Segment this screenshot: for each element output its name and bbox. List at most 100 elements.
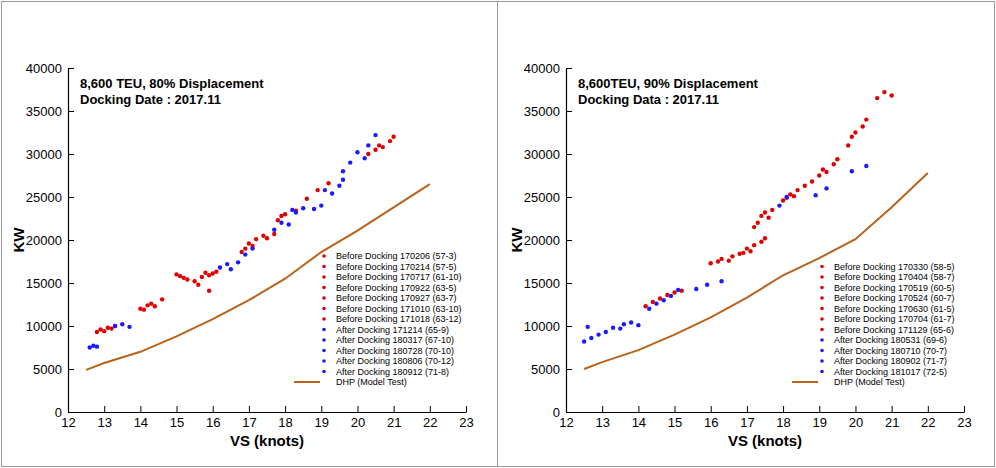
chart-svg: 1213141516171819202122230500010000150002… xyxy=(0,0,996,468)
tick-label: 17 xyxy=(242,415,256,430)
tick-label: 16 xyxy=(206,415,220,430)
legend-swatch xyxy=(820,317,824,321)
legend-label: After Docking 180806 (70-12) xyxy=(336,356,454,366)
legend-swatch xyxy=(820,265,824,269)
tick-mark xyxy=(566,412,572,413)
point xyxy=(748,249,752,253)
tick-label: 30000 xyxy=(26,147,62,162)
point xyxy=(803,184,807,188)
y-axis: 0500010000150002000025000300003500040000 xyxy=(26,61,74,420)
legend-label: Before Docking 170717 (61-10) xyxy=(336,272,462,282)
point xyxy=(864,164,868,168)
legend-item: Before Docking 170630 (61-5) xyxy=(820,304,954,314)
point xyxy=(835,157,839,161)
tick-mark xyxy=(68,326,74,327)
point xyxy=(301,206,305,210)
axis-line xyxy=(567,412,965,413)
point xyxy=(185,277,189,281)
tick-mark xyxy=(68,197,74,198)
tick-label: 25000 xyxy=(524,190,560,205)
axis-line xyxy=(69,412,467,413)
legend-item: Before Docking 170330 (58-5) xyxy=(820,262,954,272)
tick-mark xyxy=(747,406,748,412)
point xyxy=(319,203,323,207)
tick-mark xyxy=(68,154,74,155)
legend-label: After Docking 180902 (71-7) xyxy=(834,356,947,366)
tick-mark xyxy=(177,406,178,412)
tick: 30000 xyxy=(524,147,572,162)
point xyxy=(766,215,770,219)
point xyxy=(113,324,117,328)
point xyxy=(315,188,319,192)
tick-label: 22 xyxy=(423,415,437,430)
tick: 35000 xyxy=(26,104,74,119)
panel: 1213141516171819202122230500010000150002… xyxy=(10,61,474,449)
legend-item: After Docking 180912 (71-8) xyxy=(322,367,449,377)
legend-item: Before Docking 170519 (60-5) xyxy=(820,283,954,293)
legend-item: DHP (Model Test) xyxy=(294,377,407,387)
tick-label: 16 xyxy=(704,415,718,430)
tick-mark xyxy=(928,406,929,412)
tick-mark xyxy=(964,406,965,412)
tick: 40000 xyxy=(524,61,572,76)
point xyxy=(236,260,240,264)
point xyxy=(203,270,207,274)
tick: 16 xyxy=(704,406,718,430)
point xyxy=(882,90,886,94)
point xyxy=(889,93,893,97)
tick-mark xyxy=(466,406,467,412)
tick: 10000 xyxy=(26,319,74,334)
tick-label: 22 xyxy=(921,415,935,430)
point xyxy=(348,160,352,164)
tick-mark xyxy=(321,406,322,412)
legend-label: Before Docking 171010 (63-10) xyxy=(336,304,462,314)
point xyxy=(373,148,377,152)
tick-label: 19 xyxy=(315,415,329,430)
point xyxy=(283,212,287,216)
tick-label: 40000 xyxy=(26,61,62,76)
tick-mark xyxy=(855,406,856,412)
point xyxy=(341,178,345,182)
point xyxy=(95,330,99,334)
point xyxy=(817,173,821,177)
tick-label: 30000 xyxy=(524,147,560,162)
point xyxy=(272,227,276,231)
point xyxy=(850,135,854,139)
legend-swatch xyxy=(820,275,824,279)
legend-swatch xyxy=(820,370,824,374)
point xyxy=(330,191,334,195)
tick-label: 21 xyxy=(885,415,899,430)
title: 8,600 TEU, 80% Displacement xyxy=(80,76,264,91)
tick: 0 xyxy=(553,405,572,420)
legend-label: After Docking 180710 (70-7) xyxy=(834,346,947,356)
legend-swatch xyxy=(322,338,326,342)
legend-item: Before Docking 170524 (60-7) xyxy=(820,293,954,303)
point xyxy=(109,326,113,330)
tick-label: 13 xyxy=(97,415,111,430)
legend: Before Docking 170330 (58-5)Before Docki… xyxy=(792,262,955,388)
legend-label: Before Docking 170922 (63-5) xyxy=(336,283,457,293)
point xyxy=(582,339,586,343)
legend-label: Before Docking 170404 (58-7) xyxy=(834,272,955,282)
legend-swatch xyxy=(792,381,818,383)
tick-label: 40000 xyxy=(524,61,560,76)
tick-label: 18 xyxy=(776,415,790,430)
tick-mark xyxy=(394,406,395,412)
title: 8,600TEU, 90% Displacement xyxy=(578,76,759,91)
legend: Before Docking 170206 (57-3)Before Docki… xyxy=(294,251,462,387)
point xyxy=(192,279,196,283)
point xyxy=(149,301,153,305)
point xyxy=(243,246,247,250)
point xyxy=(824,170,828,174)
tick-label: 15 xyxy=(170,415,184,430)
point xyxy=(102,329,106,333)
legend-item: Before Docking 170704 (61-7) xyxy=(820,314,954,324)
point xyxy=(391,135,395,139)
legend-item: Before Docking 170404 (58-7) xyxy=(820,272,954,282)
subtitle: Docking Data : 2017.11 xyxy=(578,92,719,107)
tick: 20 xyxy=(351,406,365,430)
legend-label: DHP (Model Test) xyxy=(336,377,407,387)
legend-swatch xyxy=(294,381,320,383)
point xyxy=(719,279,723,283)
point xyxy=(362,156,366,160)
